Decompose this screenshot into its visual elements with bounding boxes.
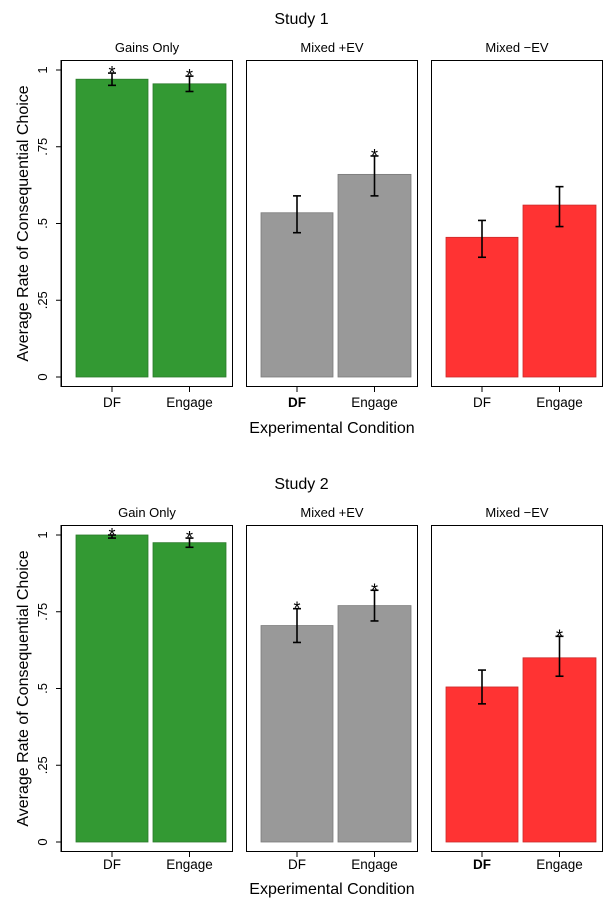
significance-star: * — [371, 146, 378, 166]
y-tick-label: .75 — [35, 138, 50, 156]
study-1-chart: Study 1 Average Rate of Consequential Cho… — [15, 11, 603, 437]
significance-star: * — [186, 528, 193, 548]
x-tick-label: DF — [288, 857, 306, 872]
study-title: Study 2 — [274, 476, 328, 493]
panel-frame — [246, 525, 418, 852]
panel-frame — [246, 60, 418, 387]
panel-2: Mixed +EV DF * Engage — [246, 40, 418, 410]
y-tick-label: 0 — [35, 838, 50, 845]
y-tick-label: .75 — [35, 603, 50, 621]
y-tick-label: .5 — [35, 218, 50, 229]
panel-1: Gains Only*DF*Engage — [61, 40, 233, 410]
y-tick-label: .25 — [35, 756, 50, 774]
study-2-chart: Study 2 Average Rate of Consequential Cho… — [15, 476, 603, 898]
x-tick-label: Engage — [166, 395, 213, 410]
y-axis-label: Average Rate of Consequential Choice — [15, 550, 32, 826]
panel-label: Mixed +EV — [300, 40, 364, 55]
panel-2: Mixed +EV * DF * Engage — [246, 505, 418, 872]
y-tick-label: .5 — [35, 683, 50, 694]
panel-label: Mixed −EV — [485, 505, 549, 520]
panel-frame — [61, 60, 233, 387]
x-tick-label: Engage — [351, 395, 398, 410]
panel-label: Gains Only — [115, 40, 180, 55]
y-tick-label: 0 — [35, 373, 50, 380]
significance-star: * — [108, 63, 115, 83]
panel-3: Mixed −EV DF Engage — [431, 40, 603, 410]
significance-star: * — [556, 626, 563, 646]
significance-star: * — [371, 580, 378, 600]
bar-df — [75, 534, 149, 843]
x-tick-label: DF — [473, 857, 491, 872]
significance-star: * — [186, 66, 193, 86]
x-tick-label: DF — [103, 395, 121, 410]
bar-engage — [337, 173, 412, 378]
study-title: Study 1 — [274, 11, 328, 28]
significance-star: * — [108, 525, 115, 545]
panel-3: Mixed −EV DF * Engage — [431, 505, 603, 872]
x-axis-label: Experimental Condition — [249, 420, 414, 437]
x-tick-label: DF — [103, 857, 121, 872]
y-axis-label: Average Rate of Consequential Choice — [15, 85, 32, 361]
x-tick-label: DF — [288, 395, 306, 410]
panel-label: Mixed +EV — [300, 505, 364, 520]
x-tick-label: Engage — [536, 395, 583, 410]
significance-star: * — [293, 599, 300, 619]
x-tick-label: Engage — [166, 857, 213, 872]
x-tick-label: Engage — [536, 857, 583, 872]
bar-df — [445, 236, 519, 378]
panel-label: Gain Only — [118, 505, 176, 520]
panel-1: Gain Only*DF*Engage — [61, 505, 233, 872]
bar-engage — [152, 542, 227, 843]
bar-df — [260, 212, 334, 378]
x-axis-label: Experimental Condition — [249, 881, 414, 898]
bar-engage — [522, 657, 597, 843]
y-tick-label: .25 — [35, 291, 50, 309]
panel-frame — [61, 525, 233, 852]
bar-engage — [337, 605, 412, 843]
bar-df — [445, 686, 519, 843]
bar-df — [260, 625, 334, 843]
y-tick-label: 1 — [35, 66, 50, 73]
y-tick-label: 1 — [35, 531, 50, 538]
panel-label: Mixed −EV — [485, 40, 549, 55]
x-tick-label: DF — [473, 395, 491, 410]
bar-df — [75, 78, 149, 378]
bar-engage — [522, 204, 597, 378]
bar-engage — [152, 83, 227, 378]
x-tick-label: Engage — [351, 857, 398, 872]
